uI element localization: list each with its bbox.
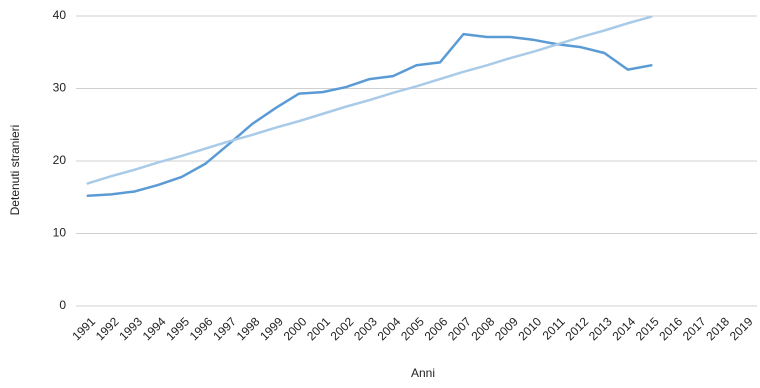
x-tick-label: 2018 [703, 314, 732, 343]
x-tick-label: 2014 [609, 314, 638, 343]
x-tick-label: 2003 [351, 314, 380, 343]
x-tick-label: 1994 [140, 314, 169, 343]
x-tick-label: 1992 [93, 314, 122, 343]
x-tick-label: 2017 [680, 314, 709, 343]
x-tick-label: 2004 [375, 314, 404, 343]
x-tick-label: 2019 [727, 314, 756, 343]
x-tick-label: 2006 [422, 314, 451, 343]
y-tick-label: 0 [59, 298, 66, 312]
x-tick-label: 2002 [328, 314, 357, 343]
y-tick-label: 20 [53, 153, 67, 167]
series-line [86, 15, 653, 185]
x-tick-label: 2005 [398, 314, 427, 343]
x-tick-label: 2012 [562, 314, 591, 343]
x-tick-label: 2007 [445, 314, 474, 343]
x-tick-label: 2015 [633, 314, 662, 343]
x-tick-label: 2016 [656, 314, 685, 343]
x-tick-label: 2013 [586, 314, 615, 343]
x-tick-label: 1991 [69, 314, 98, 343]
x-tick-label: 1997 [210, 314, 239, 343]
x-tick-label: 2001 [304, 314, 333, 343]
x-tick-label: 1993 [116, 314, 145, 343]
x-tick-label: 1999 [257, 314, 286, 343]
x-tick-label: 2000 [281, 314, 310, 343]
x-tick-label: 2009 [492, 314, 521, 343]
y-tick-label: 30 [53, 81, 67, 95]
x-tick-label: 1996 [187, 314, 216, 343]
y-tick-label: 40 [53, 8, 67, 22]
x-axis-title: Anni [411, 366, 435, 380]
x-tick-label: 2010 [515, 314, 544, 343]
x-tick-label: 2011 [540, 314, 568, 342]
series-line [86, 32, 653, 198]
x-tick-label: 1998 [234, 314, 263, 343]
y-axis-title: Detenuti stranieri [8, 125, 22, 216]
x-tick-label: 1995 [163, 314, 192, 343]
y-tick-label: 10 [53, 226, 67, 240]
x-tick-label: 2008 [469, 314, 498, 343]
